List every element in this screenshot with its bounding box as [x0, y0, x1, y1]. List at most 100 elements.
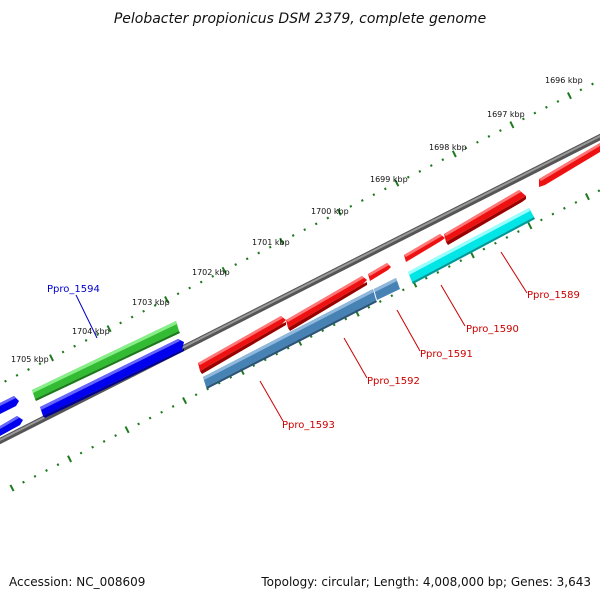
minor-tick: [418, 169, 422, 173]
cds-feature[interactable]: [408, 208, 535, 284]
minor-tick: [349, 204, 353, 208]
cds-feature[interactable]: [203, 289, 377, 389]
major-tick: [279, 237, 285, 245]
major-tick: [164, 296, 170, 304]
major-tick: [49, 354, 54, 362]
label-leader-lines: [75, 251, 528, 422]
minor-tick: [291, 234, 295, 237]
minor-tick: [22, 480, 25, 484]
minor-tick: [211, 274, 215, 278]
kbp-scale-track: [4, 82, 594, 383]
major-tick: [67, 455, 72, 463]
gene-label-ppro-1589[interactable]: Ppro_1589: [527, 290, 580, 301]
minor-tick: [556, 100, 560, 103]
kbp-label: 1701 kbp: [252, 238, 290, 247]
major-tick: [527, 222, 533, 230]
minor-tick: [591, 82, 594, 86]
gene-feature[interactable]: [404, 234, 445, 262]
minor-tick: [119, 321, 122, 325]
minor-tick: [321, 329, 325, 333]
minor-tick: [505, 235, 509, 239]
minor-tick: [464, 146, 468, 150]
minor-tick: [142, 309, 145, 313]
gene-feature[interactable]: [539, 143, 600, 187]
minor-tick: [268, 245, 272, 249]
gene-label-ppro-1591[interactable]: Ppro_1591: [420, 349, 473, 360]
gene-labels: Ppro_1589 Ppro_1590 Ppro_1591 Ppro_1592 …: [47, 284, 580, 431]
minor-tick: [494, 241, 497, 245]
minor-tick: [160, 410, 163, 414]
minor-tick: [517, 230, 520, 234]
minor-tick: [597, 189, 600, 193]
major-tick: [509, 121, 515, 129]
gene-feature[interactable]: [198, 316, 286, 374]
major-tick: [106, 325, 112, 333]
minor-tick: [378, 300, 382, 303]
major-tick: [9, 484, 15, 492]
inner-tick-track: [9, 189, 600, 492]
major-tick: [394, 179, 400, 187]
major-tick: [221, 266, 227, 275]
minor-tick: [332, 323, 336, 327]
minor-tick: [390, 294, 394, 298]
minor-tick: [245, 257, 249, 261]
minor-tick: [73, 344, 76, 348]
gene-feature[interactable]: [0, 416, 23, 436]
minor-tick: [303, 228, 307, 232]
minor-tick: [447, 265, 451, 268]
gene-feature[interactable]: [368, 263, 391, 281]
minor-tick: [4, 379, 7, 383]
kbp-label: 1696 kbp: [545, 76, 583, 85]
gene-feature[interactable]: [444, 190, 526, 245]
map-title: Pelobacter propionicus DSM 2379, complet…: [114, 11, 486, 27]
kbp-label: 1704 kbp: [72, 327, 110, 336]
gene-label-ppro-1590[interactable]: Ppro_1590: [466, 324, 519, 335]
accession-text: Accession: NC_008609: [9, 575, 145, 589]
gene-feature[interactable]: [286, 276, 367, 331]
minor-tick: [79, 451, 83, 455]
kbp-label: 1700 kbp: [311, 207, 349, 216]
minor-tick: [360, 199, 364, 202]
gene-label-ppro-1593[interactable]: Ppro_1593: [282, 420, 335, 431]
major-tick: [336, 208, 342, 216]
minor-tick: [344, 317, 348, 321]
kbp-label: 1705 kbp: [11, 355, 49, 364]
minor-tick: [194, 393, 198, 397]
minor-tick: [188, 286, 192, 290]
kbp-label: 1698 kbp: [429, 143, 467, 152]
minor-tick: [257, 251, 261, 255]
minor-tick: [522, 117, 525, 121]
major-tick: [451, 150, 457, 158]
cds-feature[interactable]: [374, 278, 400, 300]
major-tick: [567, 92, 572, 100]
minor-tick: [91, 445, 94, 449]
minor-tick: [148, 416, 152, 420]
minor-tick: [15, 373, 19, 377]
gene-feature[interactable]: [40, 339, 184, 418]
gene-label-ppro-1592[interactable]: Ppro_1592: [367, 376, 420, 387]
major-tick: [182, 397, 188, 405]
gene-feature[interactable]: [0, 396, 19, 414]
kbp-label: 1699 kbp: [370, 175, 408, 184]
minor-tick: [406, 175, 410, 179]
minor-tick: [533, 111, 537, 115]
forward-strand-genes: [198, 143, 600, 374]
minor-tick: [482, 247, 486, 251]
minor-tick: [326, 216, 330, 220]
minor-tick: [476, 140, 479, 144]
kbp-labels: 1696 kbp 1697 kbp 1698 kbp 1699 kbp 1700…: [11, 76, 583, 364]
gene-feature[interactable]: [32, 321, 180, 401]
minor-tick: [540, 218, 543, 222]
minor-tick: [383, 187, 387, 191]
minor-tick: [234, 263, 238, 267]
gene-label-ppro-1594[interactable]: Ppro_1594: [47, 284, 100, 295]
minor-tick: [56, 463, 60, 467]
minor-tick: [130, 315, 134, 319]
minor-tick: [96, 333, 99, 336]
minor-tick: [171, 404, 175, 408]
minor-tick: [61, 350, 65, 354]
minor-tick: [84, 338, 88, 342]
minor-tick: [153, 303, 157, 307]
genome-summary-text: Topology: circular; Length: 4,008,000 bp…: [260, 575, 591, 589]
